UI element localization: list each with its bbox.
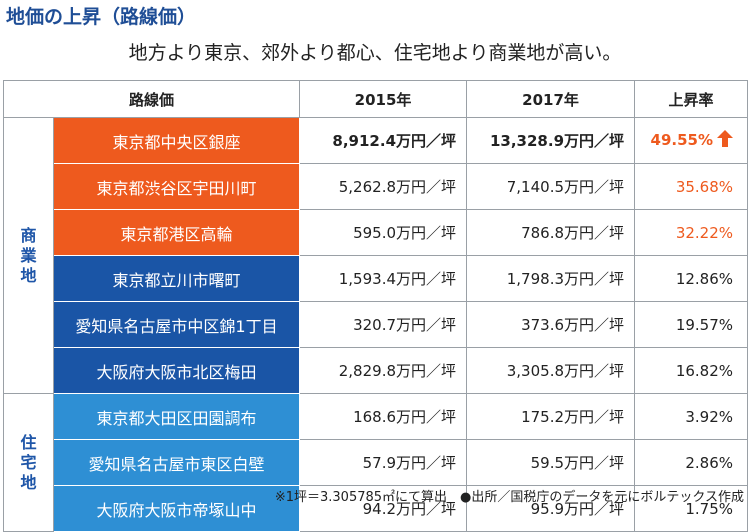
table-row: 東京都立川市曙町 1,593.4万円／坪 1,798.3万円／坪 12.86% [4,255,749,302]
rate-value: 12.86% [675,269,734,288]
rate-value: 49.55% [650,131,714,149]
table-row: 東京都港区高輪 595.0万円／坪 786.8万円／坪 32.22% [4,209,749,256]
category-char: 商 [20,225,37,245]
table-header-row: 路線価 2015年 2017年 上昇率 [2,80,749,118]
rate-cell: 2.86% [634,439,749,486]
table-row: 愛知県名古屋市中区錦1丁目 320.7万円／坪 373.6万円／坪 19.57% [4,301,749,348]
category-char: 住 [20,432,37,452]
rate-cell: 49.55% [634,117,749,164]
price-2015-cell: 2,829.8万円／坪 [299,347,468,394]
price-2017-cell: 13,328.9万円／坪 [466,117,636,164]
location-cell: 東京都立川市曙町 [52,255,301,302]
header-2017: 2017年 [466,80,636,118]
footnote: ※1坪＝3.305785㎡にて算出 ●出所／国税庁のデータを元にボルテックス作成 [274,490,744,505]
location-cell: 東京都中央区銀座 [52,117,301,164]
price-2017-cell: 59.5万円／坪 [466,439,636,486]
table-row: 大阪府大阪市北区梅田 2,829.8万円／坪 3,305.8万円／坪 16.82% [4,347,749,394]
price-2017-cell: 786.8万円／坪 [466,209,636,256]
rate-value: 19.57% [675,315,734,334]
table-row: 住宅地東京都大田区田園調布 168.6万円／坪 175.2万円／坪 3.92% [3,393,749,532]
price-2015-cell: 595.0万円／坪 [299,209,468,256]
rate-cell: 16.82% [634,347,749,394]
price-2015-cell: 5,262.8万円／坪 [299,163,468,210]
rate-value: 32.22% [675,223,734,242]
page-title: 地価の上昇（路線価） [6,6,197,28]
category-char: 地 [20,472,37,492]
price-2017-cell: 1,798.3万円／坪 [466,255,636,302]
price-2015-cell: 8,912.4万円／坪 [299,117,468,164]
table-body: 商業地東京都中央区銀座 8,912.4万円／坪 13,328.9万円／坪 49.55%… [3,117,749,532]
category-char: 宅 [20,452,37,472]
category-label: 住宅地 [3,393,54,532]
price-2017-cell: 7,140.5万円／坪 [466,163,636,210]
header-2015: 2015年 [299,80,468,118]
table-row: 東京都渋谷区宇田川町 5,262.8万円／坪 7,140.5万円／坪 35.68% [4,163,749,210]
header-route-price: 路線価 [2,80,301,118]
category-label: 商業地 [3,117,54,394]
price-2015-cell: 168.6万円／坪 [299,393,468,440]
rate-cell: 19.57% [634,301,749,348]
location-cell: 東京都大田区田園調布 [52,393,301,440]
price-2015-cell: 57.9万円／坪 [299,439,468,486]
rate-cell: 3.92% [634,393,749,440]
location-cell: 大阪府大阪市北区梅田 [52,347,301,394]
location-cell: 愛知県名古屋市東区白壁 [52,439,301,486]
page-subtitle: 地方より東京、郊外より都心、住宅地より商業地が高い。 [128,42,622,64]
location-cell: 東京都港区高輪 [52,209,301,256]
price-2017-cell: 373.6万円／坪 [466,301,636,348]
location-cell: 東京都渋谷区宇田川町 [52,163,301,210]
land-price-table: 路線価 2015年 2017年 上昇率 商業地東京都中央区銀座 8,912.4万円… [2,80,749,532]
rate-cell: 35.68% [634,163,749,210]
header-rate: 上昇率 [634,80,749,118]
rate-value: 2.86% [685,453,734,472]
price-2015-cell: 1,593.4万円／坪 [299,255,468,302]
rate-cell: 12.86% [634,255,749,302]
price-2017-cell: 3,305.8万円／坪 [466,347,636,394]
price-2017-cell: 175.2万円／坪 [466,393,636,440]
table-row: 商業地東京都中央区銀座 8,912.4万円／坪 13,328.9万円／坪 49.55% [3,117,749,394]
category-char: 地 [20,265,37,285]
location-cell: 愛知県名古屋市中区錦1丁目 [52,301,301,348]
price-2015-cell: 320.7万円／坪 [299,301,468,348]
location-cell: 大阪府大阪市帝塚山中 [52,485,301,532]
rate-value: 3.92% [685,407,734,426]
category-char: 業 [20,245,37,265]
table-row: 愛知県名古屋市東区白壁 57.9万円／坪 59.5万円／坪 2.86% [4,439,749,486]
rate-value: 16.82% [675,361,734,380]
up-arrow-icon [717,130,734,151]
rate-cell: 32.22% [634,209,749,256]
rate-value: 35.68% [675,177,734,196]
